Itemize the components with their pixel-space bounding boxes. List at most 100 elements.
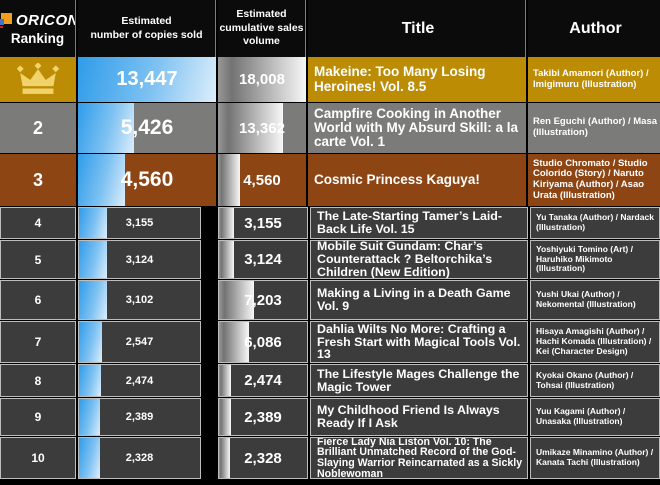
header-author: Author [528, 0, 660, 57]
rank-number: 4 [34, 216, 42, 230]
copies-value: 2,474 [125, 374, 154, 387]
ranking-label: Ranking [10, 30, 65, 46]
cumulative-sales-cell: 6,086 [218, 321, 308, 363]
rank-number: 2 [32, 117, 43, 138]
copies-bar [79, 241, 108, 278]
book-title: My Childhood Friend Is Always Ready If I… [317, 403, 500, 430]
copies-value: 5,426 [120, 116, 174, 139]
table-row: 2 5,426 13,362 Campfire Cooking in Another … [0, 103, 660, 153]
rank-cell: 6 [0, 280, 76, 320]
copies-bar [79, 322, 102, 362]
cumulative-bar [219, 208, 235, 238]
rank-cell [0, 57, 76, 102]
copies-sold-cell: 3,102 [78, 280, 201, 320]
cumulative-bar [218, 103, 284, 153]
cumulative-sales-cell: 2,328 [218, 437, 308, 479]
cumulative-value: 6,086 [244, 333, 282, 351]
book-title: Campfire Cooking in Another World with M… [314, 105, 519, 150]
copies-value: 13,447 [116, 68, 178, 90]
table-row: 6 3,102 7,203 Making a Living in a Death Ga… [0, 280, 660, 320]
cumulative-bar [219, 322, 249, 362]
rank-number: 8 [34, 373, 42, 388]
author-cell: Ren Eguchi (Author) / Masa (Illustration… [528, 103, 660, 153]
header-copies-sold: Estimated number of copies sold [78, 0, 216, 57]
copies-bar [78, 154, 125, 206]
header-cumulative-sales: Estimated cumulative sales volume [218, 0, 306, 57]
table-row: 8 2,474 2,474 The Lifestyle Mages Challenge… [0, 364, 660, 397]
cumulative-value: 3,124 [244, 251, 282, 268]
rank-cell: 4 [0, 207, 76, 239]
title-cell: Campfire Cooking in Another World with M… [308, 103, 526, 153]
cumulative-sales-cell: 2,389 [218, 398, 308, 436]
title-cell: My Childhood Friend Is Always Ready If I… [310, 398, 528, 436]
table-row: 10 2,328 2,328 Fierce Lady Nia Liston Vol. … [0, 437, 660, 479]
ranking-rows: 13,447 18,008 Makeine: Too Many Losing Her… [0, 57, 660, 479]
book-title: The Late-Starting Tamer’s Laid-Back Life… [317, 209, 502, 236]
title-cell: The Lifestyle Mages Challenge the Magic … [310, 364, 528, 397]
copies-bar [79, 399, 101, 435]
copies-bar [78, 57, 216, 102]
book-author: Ren Eguchi (Author) / Masa (Illustration… [533, 116, 658, 138]
cumulative-bar [219, 241, 235, 278]
brand-name: ORICON [16, 11, 76, 29]
copies-sold-cell: 4,560 [78, 154, 216, 206]
cumulative-bar [219, 438, 231, 478]
table-row: 13,447 18,008 Makeine: Too Many Losing Her… [0, 57, 660, 102]
copies-value: 2,547 [125, 336, 154, 348]
cumulative-value: 2,474 [244, 372, 282, 389]
book-title: Dahlia Wilts No More: Crafting a Fresh S… [317, 321, 521, 362]
table-header: ORICON Ranking Estimated number of copie… [0, 0, 660, 57]
book-title: Mobile Suit Gundam: Char’s Counterattack… [317, 240, 493, 279]
author-cell: Hisaya Amagishi (Author) / Hachi Komada … [530, 321, 660, 363]
author-cell: Kyokai Okano (Author) / Tohsai (Illustra… [530, 364, 660, 397]
rank-number: 9 [34, 410, 42, 424]
title-cell: Dahlia Wilts No More: Crafting a Fresh S… [310, 321, 528, 363]
cumulative-bar [219, 281, 255, 319]
cumulative-bar [219, 365, 232, 396]
cumulative-sales-cell: 7,203 [218, 280, 308, 320]
title-cell: Makeine: Too Many Losing Heroines! Vol. … [308, 57, 526, 102]
cumulative-sales-cell: 3,124 [218, 240, 308, 279]
copies-sold-cell: 5,426 [78, 103, 216, 153]
cumulative-bar [218, 154, 241, 206]
book-author: Kyokai Okano (Author) / Tohsai (Illustra… [536, 369, 634, 390]
author-cell: Yuu Kagami (Author) / Unasaka (Illustrat… [530, 398, 660, 436]
copies-sold-cell: 2,547 [78, 321, 201, 363]
rank-cell: 9 [0, 398, 76, 436]
cumulative-sales-cell: 4,560 [218, 154, 306, 206]
table-row: 9 2,389 2,389 My Childhood Friend Is Always… [0, 398, 660, 436]
cumulative-value: 2,389 [244, 408, 282, 426]
title-cell: Mobile Suit Gundam: Char’s Counterattack… [310, 240, 528, 279]
copies-sold-cell: 13,447 [78, 57, 216, 102]
cumulative-sales-cell: 18,008 [218, 57, 306, 102]
author-cell: Takibi Amamori (Author) / Imigimuru (Ill… [528, 57, 660, 102]
copies-value: 3,124 [125, 253, 154, 266]
author-cell: Umikaze Minamino (Author) / Kanata Tachi… [530, 437, 660, 479]
crown-icon [16, 62, 60, 94]
cumulative-bar [219, 399, 231, 435]
title-cell: Fierce Lady Nia Liston Vol. 10: The Bril… [310, 437, 528, 479]
copies-value: 2,389 [125, 411, 154, 423]
copies-sold-cell: 2,328 [78, 437, 201, 479]
cumulative-sales-cell: 2,474 [218, 364, 308, 397]
copies-bar [78, 103, 134, 153]
copies-bar [79, 281, 107, 319]
rank-number: 10 [31, 451, 45, 465]
book-author: Yushi Ukai (Author) / Nekomental (Illust… [536, 289, 636, 309]
table-row: 4 3,155 3,155 The Late-Starting Tamer’s Lai… [0, 207, 660, 239]
table-row: 3 4,560 4,560 Cosmic Princess Kaguya! Studio… [0, 154, 660, 206]
cumulative-value: 3,155 [244, 214, 282, 232]
copies-bar [79, 438, 100, 478]
rank-number: 5 [34, 252, 42, 267]
copies-value: 2,328 [125, 452, 154, 464]
cumulative-bar [218, 57, 306, 102]
author-cell: Yu Tanaka (Author) / Nardack (Illustrati… [530, 207, 660, 239]
cumulative-sales-cell: 3,155 [218, 207, 308, 239]
title-cell: Making a Living in a Death Game Vol. 9 [310, 280, 528, 320]
cumulative-value: 2,328 [244, 449, 282, 467]
rank-number: 3 [32, 169, 43, 190]
book-author: Takibi Amamori (Author) / Imigimuru (Ill… [533, 67, 649, 90]
rank-cell: 2 [0, 103, 76, 153]
cumulative-value: 18,008 [239, 71, 285, 88]
copies-value: 3,102 [125, 294, 154, 306]
